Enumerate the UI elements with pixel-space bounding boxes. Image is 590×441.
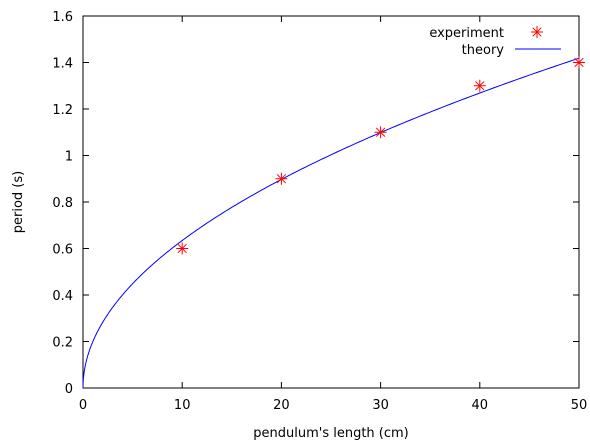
x-tick-label: 30 (372, 398, 389, 413)
x-tick-label: 40 (472, 398, 489, 413)
y-tick-label: 0.2 (52, 336, 73, 351)
legend-label-theory: theory (462, 43, 505, 58)
experiment-point (375, 126, 387, 138)
experiment-point (275, 173, 287, 185)
legend-label-experiment: experiment (429, 26, 504, 41)
x-tick-label: 10 (174, 398, 191, 413)
theory-curve (83, 58, 579, 388)
y-tick-label: 1 (65, 150, 73, 165)
y-tick-label: 0 (65, 382, 73, 397)
x-tick-label: 0 (79, 398, 87, 413)
ticks-layer (83, 16, 579, 388)
legend: experiment theory (429, 26, 561, 58)
y-tick-label: 1.4 (52, 57, 73, 72)
y-tick-label: 1.2 (52, 103, 73, 118)
x-tick-label: 50 (571, 398, 588, 413)
plot-frame (83, 16, 579, 388)
experiment-points (176, 57, 585, 255)
x-axis-label: pendulum's length (cm) (253, 426, 409, 441)
experiment-point (474, 80, 486, 92)
y-tick-labels: 0 0.2 0.4 0.6 0.8 1 1.2 1.4 1.6 (52, 10, 73, 397)
x-tick-labels: 0 10 20 30 40 50 (79, 398, 587, 413)
legend-marker-experiment (531, 26, 543, 38)
legend-marker-asterisk (531, 26, 543, 38)
y-tick-label: 0.6 (52, 243, 73, 258)
y-tick-label: 0.4 (52, 289, 73, 304)
x-tick-label: 20 (273, 398, 290, 413)
experiment-point (176, 243, 188, 255)
y-tick-label: 1.6 (52, 10, 73, 25)
experiment-point (573, 57, 585, 69)
y-axis-label: period (s) (11, 171, 26, 233)
y-tick-label: 0.8 (52, 196, 73, 211)
